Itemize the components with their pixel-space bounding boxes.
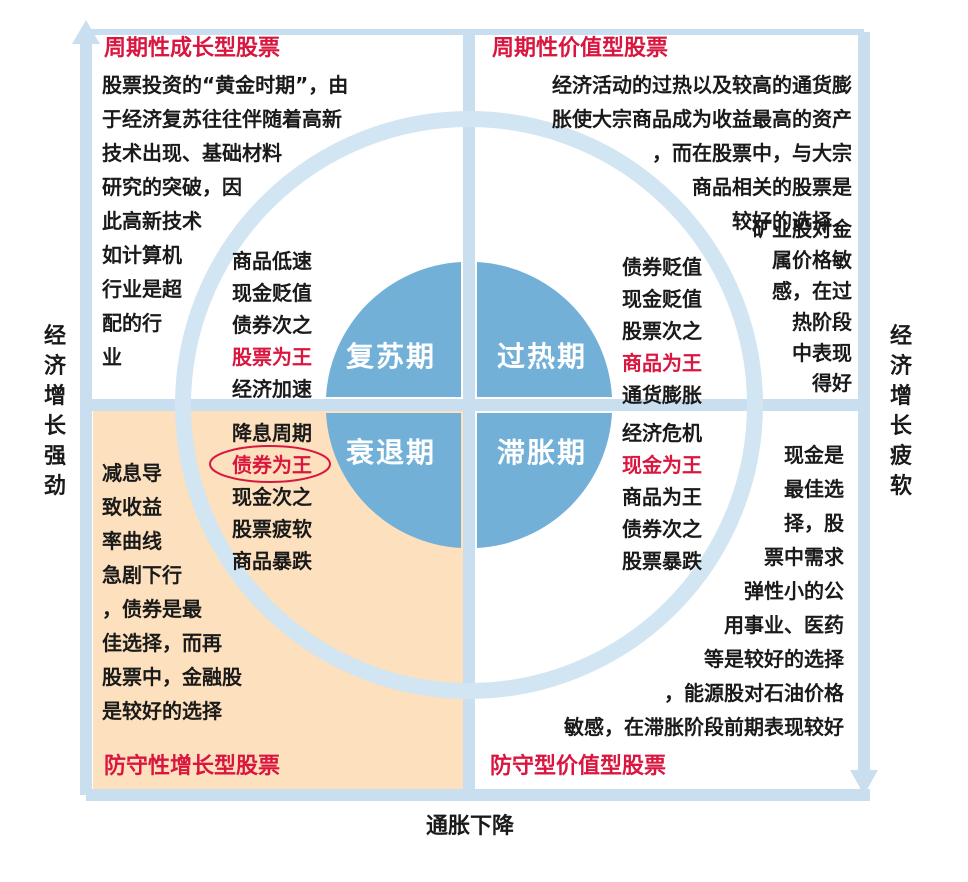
recession-item: 降息周期 [232, 421, 312, 445]
stagflation-item: 股票暴跌 [622, 549, 702, 573]
tr-line: 中表现 [792, 341, 852, 365]
bl-line: 佳选择，而再 [102, 631, 222, 655]
br-line: 弹性小的公 [744, 579, 844, 603]
recession-item: 股票疲软 [232, 517, 312, 541]
tr-line: 商品相关的股票是 [692, 175, 852, 199]
title-top-left: 周期性成长型股票 [104, 36, 281, 61]
br-line: 用事业、医药 [724, 613, 844, 637]
overheat-item: 债券贬值 [622, 255, 702, 279]
axis-left-label: 经济增长强劲 [43, 324, 66, 499]
stagflation-item: 债券次之 [622, 517, 702, 541]
phase-stagflation: 滞胀期 [497, 436, 588, 469]
axis-bottom-label: 通胀下降 [426, 814, 515, 839]
recovery-item: 商品低速 [232, 249, 312, 273]
tl-line: 业 [102, 345, 122, 369]
stagflation-item-highlight: 现金为王 [622, 453, 702, 477]
title-bottom-right: 防守型价值型股票 [490, 754, 667, 779]
cross-vertical [463, 32, 475, 795]
highlight-circle [209, 445, 331, 483]
recession-item: 商品暴跌 [232, 549, 312, 573]
axis-right-label: 经济增长疲软 [889, 324, 912, 499]
cross-horizontal [86, 399, 864, 411]
arrow-down-right [850, 770, 878, 795]
arrow-up-left [72, 20, 100, 44]
phase-recovery: 复苏期 [346, 340, 437, 373]
overheat-item: 现金贬值 [622, 287, 702, 311]
tr-line: 属价格敏 [772, 248, 852, 272]
tl-line: 技术出现、基础材料 [102, 141, 282, 165]
recovery-item-highlight: 股票为王 [232, 345, 312, 369]
bl-line: ，债券是最 [102, 597, 202, 621]
tl-line: 如计算机 [102, 243, 182, 267]
bl-line: 减息导 [102, 461, 162, 485]
core-overheat [477, 262, 612, 397]
recovery-item: 经济加速 [232, 377, 312, 401]
tr-line: ，而在股票中，与大宗 [652, 141, 852, 165]
bl-line: 是较好的选择 [102, 699, 222, 723]
br-line: 敏感，在滞胀阶段前期表现较好 [564, 715, 844, 739]
br-line: 等是较好的选择 [704, 647, 844, 671]
bl-line: 急剧下行 [102, 563, 182, 587]
core-stagflation [477, 413, 612, 548]
recession-item-highlight: 债券为王 [232, 453, 312, 477]
recovery-item: 债券次之 [232, 313, 312, 337]
tl-line: 行业是超 [102, 277, 182, 301]
bl-line: 股票中，金融股 [102, 665, 242, 689]
recovery-item: 现金贬值 [232, 281, 312, 305]
tl-line: 此高新技术 [102, 209, 202, 233]
br-line: 择，股 [784, 511, 844, 535]
title-top-right: 周期性价值型股票 [492, 36, 669, 61]
tr-line: 较好的选择， [732, 209, 852, 233]
stagflation-item: 经济危机 [622, 421, 702, 445]
title-bottom-left: 防守性增长型股票 [104, 754, 281, 779]
tr-line: 胀使大宗商品成为收益最高的资产 [552, 107, 852, 131]
overheat-item-highlight: 商品为王 [622, 351, 702, 375]
tr-line: 感，在过 [772, 279, 852, 303]
br-line: 最佳选 [784, 477, 844, 501]
overheat-item: 股票次之 [622, 319, 702, 343]
overheat-item: 通货膨胀 [622, 383, 702, 407]
tl-line: 配的行 [102, 311, 162, 335]
tr-line: 热阶段 [792, 310, 852, 334]
bl-line: 率曲线 [102, 529, 162, 553]
br-line: 票中需求 [764, 545, 844, 569]
tl-line: 于经济复苏往往伴随着高新 [102, 107, 342, 131]
tr-line: 经济活动的过热以及较高的通货膨 [552, 73, 852, 97]
phase-recession: 衰退期 [346, 436, 437, 469]
core-recession [326, 413, 461, 548]
phase-overheat: 过热期 [497, 340, 588, 373]
br-line: 现金是 [784, 443, 844, 467]
br-line: ，能源股对石油价格 [664, 681, 844, 705]
stagflation-item: 商品为王 [622, 485, 702, 509]
tr-line: 矿业股对金 [752, 217, 852, 241]
tl-line: 研究的突破，因 [102, 175, 242, 199]
outer-ring [175, 111, 763, 699]
tr-line: 得好 [812, 371, 852, 395]
core-recovery [326, 262, 461, 397]
recession-item: 现金次之 [232, 485, 312, 509]
tl-line: 股票投资的“黄金时期”，由 [102, 73, 349, 97]
bl-line: 致收益 [102, 495, 162, 519]
